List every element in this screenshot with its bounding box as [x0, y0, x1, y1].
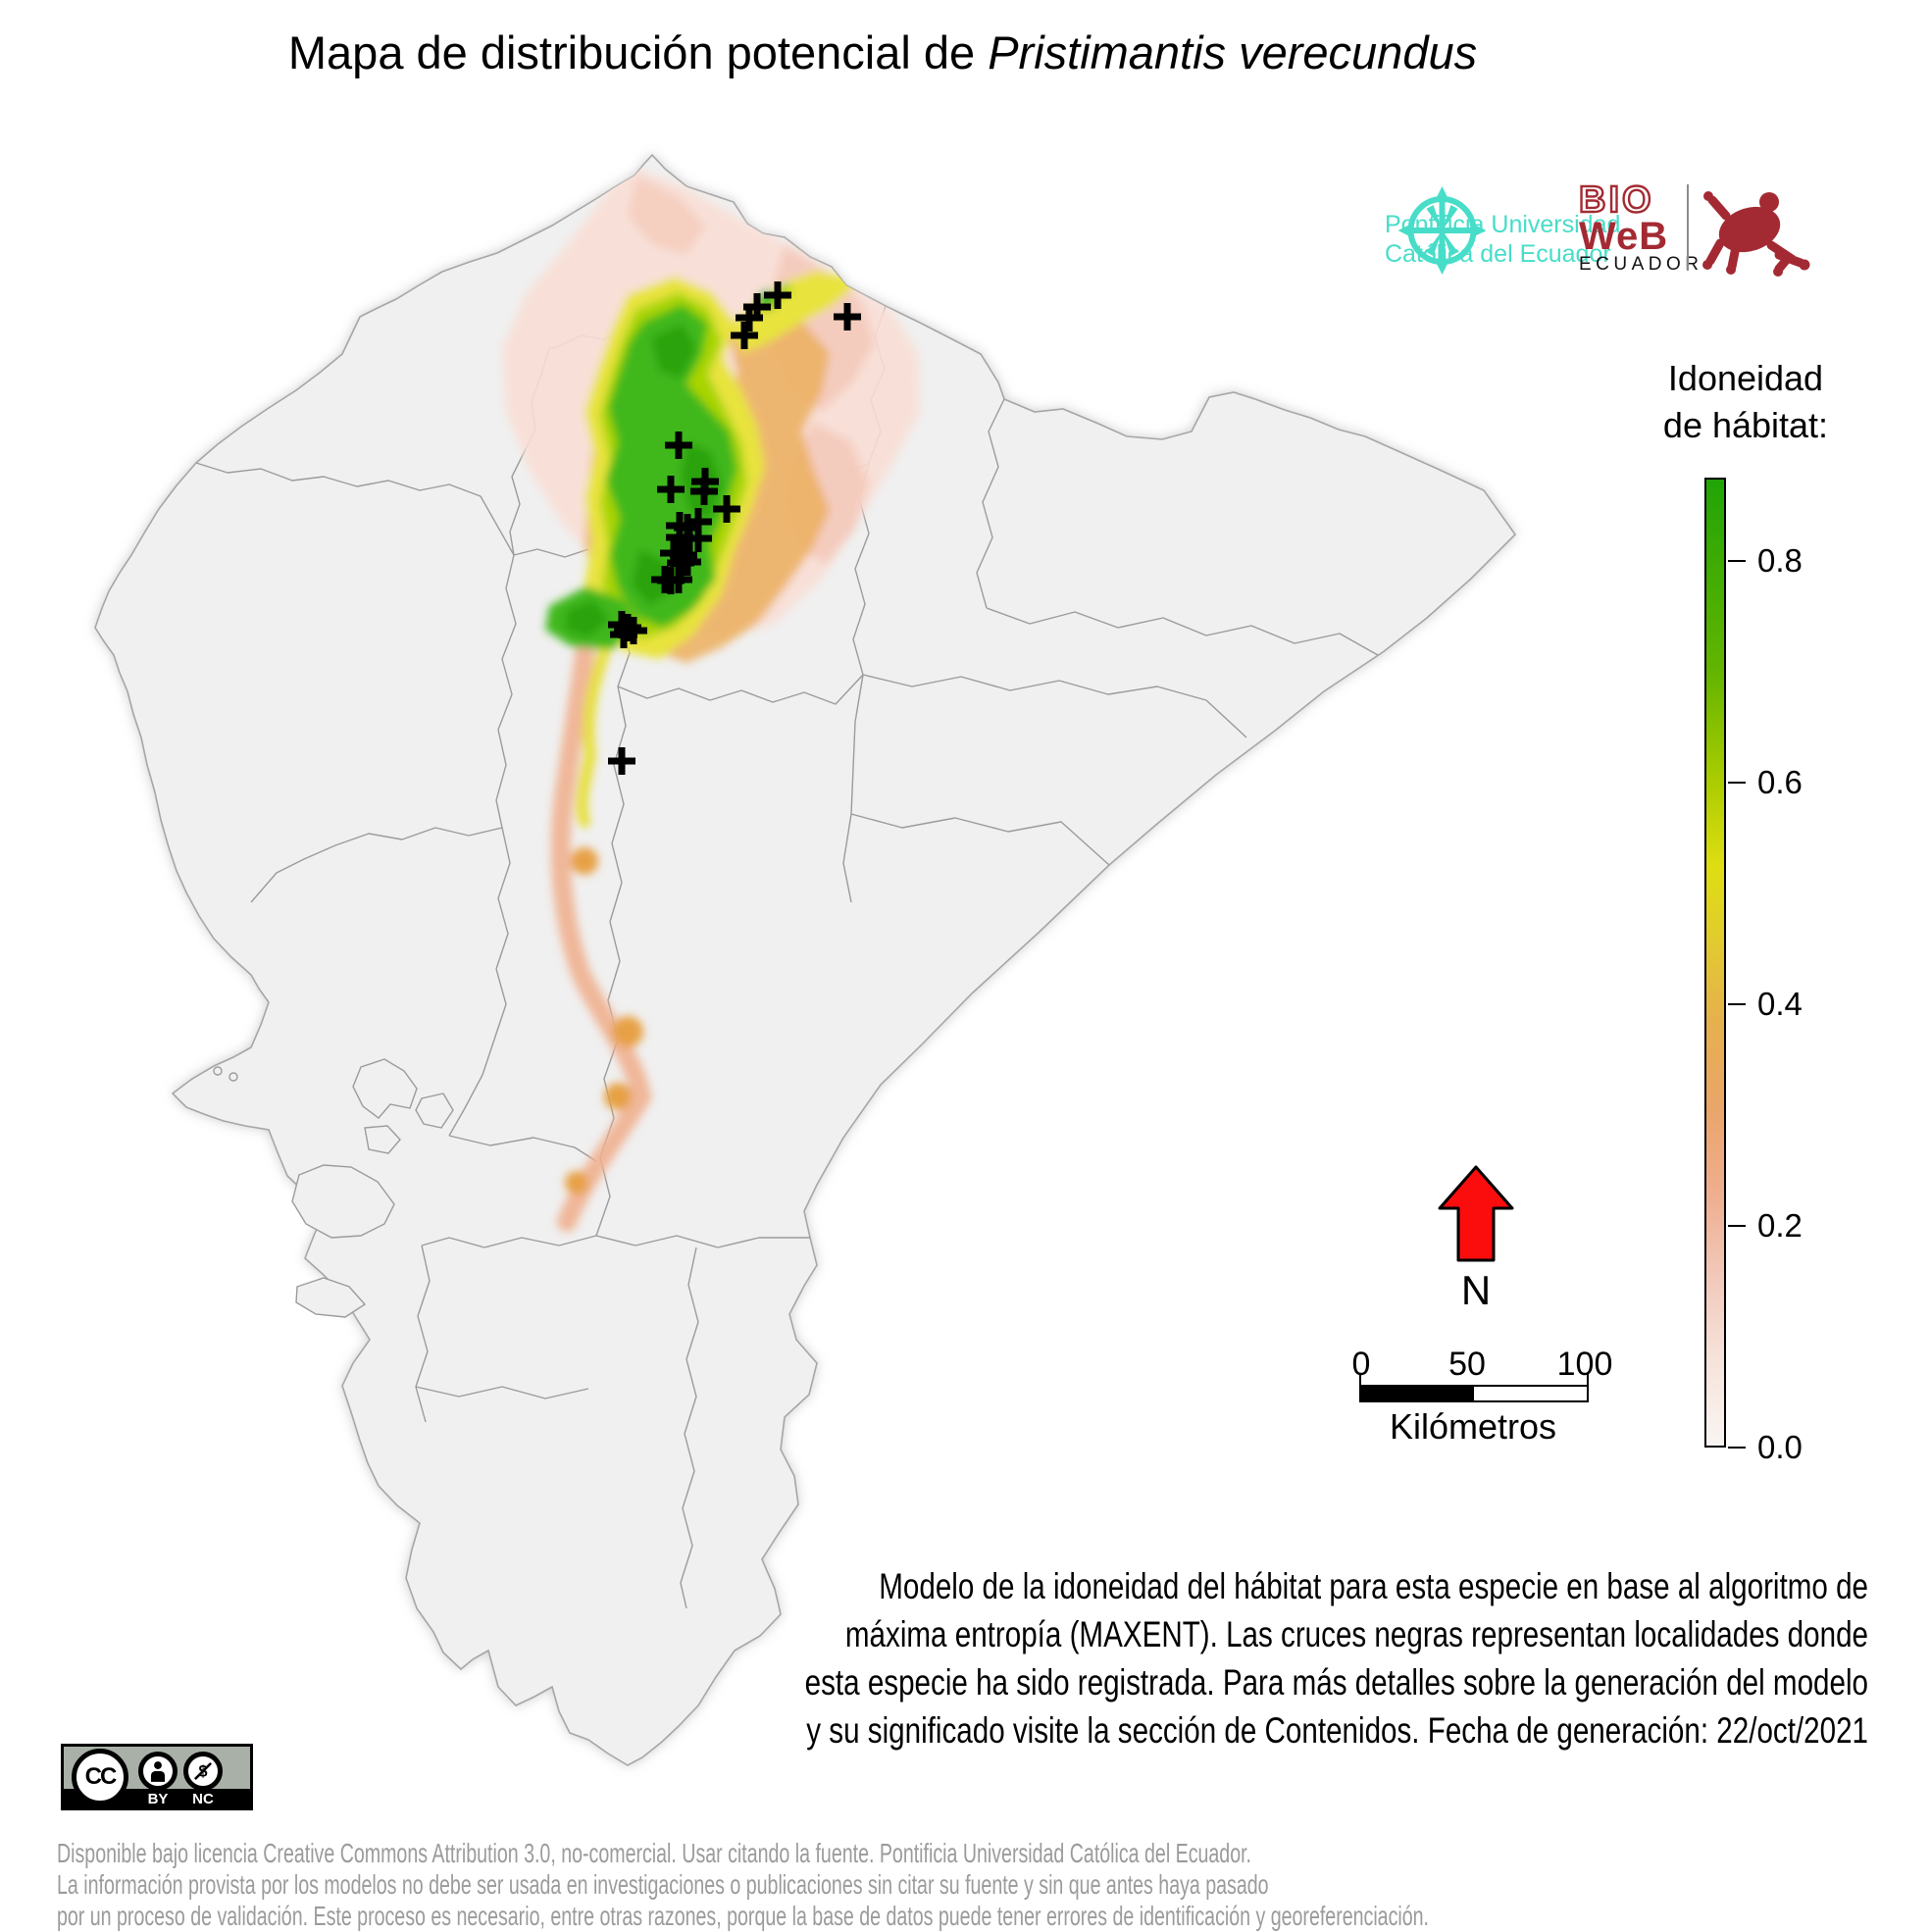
legend-tick-line	[1728, 1224, 1746, 1227]
occurrence-cross	[731, 322, 758, 349]
scale-unit-label: Kilómetros	[1389, 1406, 1557, 1447]
legend-title: Idoneidad de hábitat:	[1623, 355, 1868, 449]
scale-100: 100	[1556, 1346, 1613, 1383]
north-label: N	[1460, 1267, 1492, 1313]
north-arrow-icon	[1438, 1165, 1514, 1262]
bioweb-ecuador-text: ECUADOR	[1579, 254, 1703, 275]
bioweb-logo: BIO WeB ECUADOR	[1578, 178, 1810, 277]
gulf-islands	[213, 1058, 454, 1318]
title-text: Mapa de distribución potencial de	[287, 26, 989, 78]
puce-logo-text: Pontificia Universidad Católica del Ecua…	[1385, 210, 1620, 269]
footer-line-2: La información provista por los modelos …	[57, 1869, 1269, 1900]
cc-nc-icon: $	[183, 1752, 223, 1791]
cc-icon: CC	[72, 1749, 128, 1805]
scale-tick-left	[1359, 1373, 1361, 1385]
legend-tick-line	[1728, 559, 1746, 562]
legend-tick-line	[1728, 1447, 1746, 1449]
legend-tick-label: 0.8	[1757, 541, 1803, 579]
occurrence-cross	[713, 495, 740, 523]
legend-gradient-bar	[1704, 478, 1726, 1448]
suitability-raster	[502, 165, 920, 1232]
puce-line1: Pontificia Universidad	[1385, 211, 1621, 238]
legend-tick-line	[1728, 781, 1746, 784]
scale-bar: 0 50 100 Kilómetros	[1352, 1346, 1613, 1453]
legend-tick-label: 0.2	[1757, 1206, 1803, 1244]
occurrence-cross	[665, 432, 692, 459]
species-name: Pristimantis verecundus	[988, 26, 1478, 78]
bioweb-bio-text: BIO	[1579, 179, 1654, 221]
frog-icon	[1702, 191, 1810, 277]
description-line-3: esta especie ha sido registrada. Para má…	[804, 1662, 1868, 1703]
puce-compass-icon	[1397, 186, 1487, 275]
cc-letters: CC	[84, 1763, 118, 1790]
legend-tick-line	[1728, 1002, 1746, 1005]
occurrence-cross	[690, 478, 718, 505]
bioweb-web-text: WeB	[1579, 215, 1668, 258]
page-title: Mapa de distribución potencial de Pristi…	[0, 25, 1765, 79]
legend-tick-label: 0.4	[1757, 985, 1803, 1022]
occurrence-cross	[665, 566, 692, 593]
scale-bar-rule	[1359, 1385, 1589, 1402]
legend-tick-label: 0.6	[1757, 763, 1803, 800]
occurrence-cross	[834, 303, 861, 330]
description-line-4: y su significado visite la sección de Co…	[806, 1710, 1868, 1751]
cc-license-badge: CC $ BY NC	[61, 1744, 253, 1810]
footer-disclaimer: Disponible bajo licencia Creative Common…	[57, 1838, 1429, 1932]
occurrence-cross	[764, 281, 791, 309]
footer-line-1: Disponible bajo licencia Creative Common…	[57, 1838, 1251, 1868]
scale-tick-right	[1587, 1373, 1589, 1385]
cc-by-icon	[138, 1752, 178, 1791]
scale-0: 0	[1351, 1346, 1371, 1383]
occurrence-cross	[608, 747, 635, 775]
description-line-1: Modelo de la idoneidad del hábitat para …	[879, 1566, 1868, 1606]
isla-puna	[291, 1164, 395, 1239]
cc-nc-label: NC	[192, 1791, 214, 1807]
legend-title-line1: Idoneidad	[1667, 358, 1824, 398]
description-line-2: máxima entropía (MAXENT). Las cruces neg…	[844, 1614, 1868, 1654]
occurrence-cross	[610, 621, 637, 648]
occurrence-crosses	[608, 281, 861, 775]
legend-tick-label: 0.0	[1757, 1429, 1803, 1465]
scale-50: 50	[1448, 1346, 1486, 1383]
legend-title-line2: de hábitat:	[1662, 405, 1829, 445]
occurrence-cross	[685, 525, 712, 552]
puce-line2: Católica del Ecuador	[1385, 240, 1611, 268]
occurrence-cross	[657, 476, 685, 503]
occurrence-cross	[736, 304, 763, 331]
footer-line-3: por un proceso de validación. Este proce…	[57, 1901, 1429, 1931]
cc-by-label: BY	[147, 1791, 169, 1807]
scale-bar-filled-half	[1361, 1387, 1474, 1400]
model-description: Modelo de la idoneidad del hábitat para …	[691, 1562, 1868, 1754]
